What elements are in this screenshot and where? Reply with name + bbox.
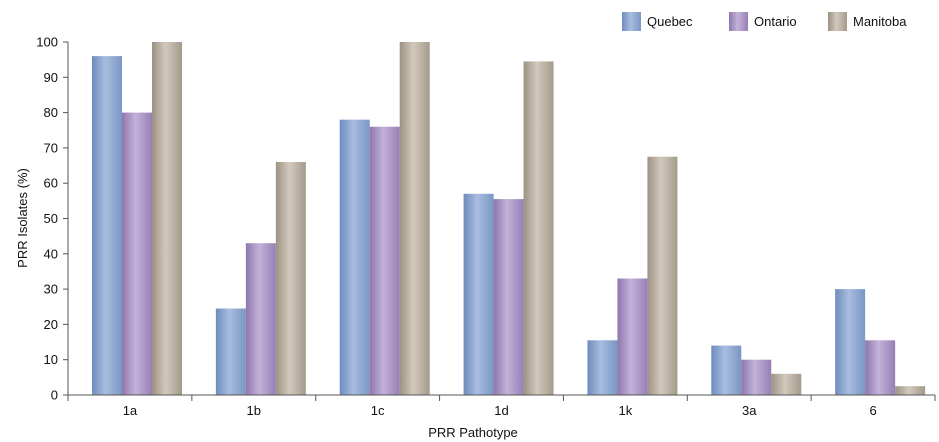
x-tick-label: 6: [869, 403, 876, 418]
legend-swatch-manitoba: [828, 12, 847, 31]
bar-quebec-6: [835, 289, 866, 395]
y-tick-label: 100: [36, 35, 58, 50]
y-tick-label: 60: [44, 176, 58, 191]
legend-label-ontario: Ontario: [754, 14, 797, 29]
bar-manitoba-1d: [523, 61, 554, 395]
bar-quebec-1d: [463, 193, 494, 395]
y-tick-label: 50: [44, 211, 58, 226]
bar-quebec-1k: [587, 340, 618, 395]
bar-ontario-1c: [369, 126, 400, 395]
x-tick-label: 1a: [123, 403, 138, 418]
x-tick-label: 1k: [618, 403, 632, 418]
bar-manitoba-6: [895, 386, 926, 395]
y-tick-label: 90: [44, 70, 58, 85]
legend-swatch-ontario: [729, 12, 748, 31]
bar-quebec-1c: [339, 119, 370, 395]
x-tick-label: 1b: [247, 403, 261, 418]
bar-manitoba-3a: [771, 373, 802, 395]
y-tick-label: 80: [44, 105, 58, 120]
bar-ontario-1k: [617, 278, 648, 395]
plot-area: [92, 42, 926, 396]
bar-manitoba-1c: [399, 42, 430, 395]
legend-label-manitoba: Manitoba: [853, 14, 907, 29]
bar-quebec-1b: [215, 308, 246, 395]
bar-ontario-1d: [493, 199, 524, 395]
y-tick-label: 10: [44, 352, 58, 367]
x-tick-label: 1d: [494, 403, 508, 418]
bar-ontario-6: [865, 340, 896, 395]
bar-quebec-1a: [92, 56, 122, 396]
y-axis-label: PRR Isolates (%): [15, 168, 30, 268]
legend-swatch-quebec: [622, 12, 641, 31]
axes: 0 10 20 30 40 50 60 70 80 90 100 1a 1b 1c 1d 1k 3a 6: [36, 35, 936, 418]
y-tick-label: 30: [44, 282, 58, 297]
y-tick-label: 20: [44, 317, 58, 332]
bar-manitoba-1b: [275, 162, 306, 395]
bar-ontario-1b: [245, 243, 276, 395]
x-tick-label: 3a: [742, 403, 757, 418]
x-tick-label: 1c: [371, 403, 385, 418]
y-tick-label: 40: [44, 246, 58, 261]
legend-label-quebec: Quebec: [647, 14, 693, 29]
y-tick-label: 0: [51, 388, 58, 403]
bar-quebec-3a: [711, 345, 742, 395]
bar-manitoba-1k: [647, 156, 678, 395]
y-tick-label: 70: [44, 140, 58, 155]
bar-manitoba-1a: [152, 42, 182, 395]
bar-ontario-1a: [122, 112, 152, 395]
legend: Quebec Ontario Manitoba: [622, 12, 907, 31]
bar-ontario-3a: [741, 359, 772, 395]
x-axis-label: PRR Pathotype: [428, 425, 518, 440]
